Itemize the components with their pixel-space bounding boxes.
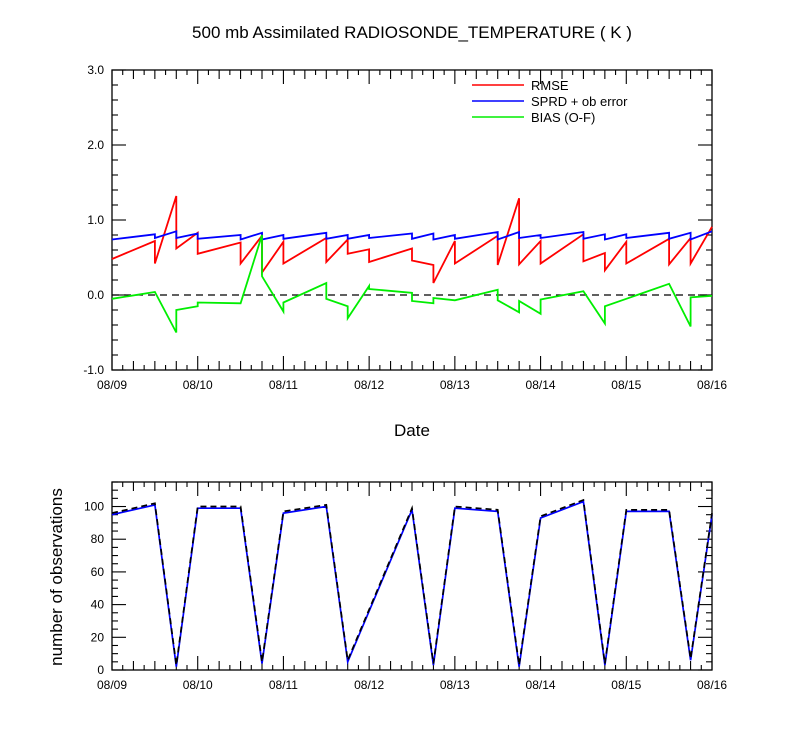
x-tick-label: 08/14 (526, 678, 556, 692)
x-tick-label: 08/12 (354, 378, 384, 392)
series-line-rmse (111, 195, 713, 284)
x-tick-label: 08/14 (526, 378, 556, 392)
y-tick-label: 0 (97, 663, 104, 677)
y-tick-label: -1.0 (83, 363, 104, 377)
x-axis-title: Date (394, 421, 430, 440)
y-tick-label: 80 (91, 532, 105, 546)
x-tick-label: 08/15 (611, 678, 641, 692)
series-line-possible (111, 498, 713, 666)
legend-item-rmse: RMSE (472, 78, 569, 93)
legend-label-bias: BIAS (O-F) (531, 110, 595, 125)
legend-item-bias: BIAS (O-F) (472, 110, 595, 125)
chart-title: 500 mb Assimilated RADIOSONDE_TEMPERATUR… (192, 23, 632, 42)
x-tick-label: 08/11 (269, 378, 298, 392)
rmse-chart: 500 mb Assimilated RADIOSONDE_TEMPERATUR… (83, 23, 727, 440)
x-tick-label: 08/16 (697, 378, 727, 392)
y-tick-label: 40 (91, 598, 105, 612)
x-tick-label: 08/13 (440, 678, 470, 692)
series-line-spread (111, 230, 713, 241)
y-tick-label: 1.0 (87, 213, 104, 227)
series-line-bias (111, 234, 713, 333)
legend-label-spread: SPRD + ob error (531, 94, 628, 109)
plot-frame (111, 69, 713, 371)
x-tick-label: 08/11 (269, 678, 298, 692)
x-tick-label: 08/09 (97, 378, 127, 392)
x-tick-label: 08/09 (97, 678, 127, 692)
y-axis-title: number of observations (47, 488, 66, 666)
x-tick-label: 08/16 (697, 678, 727, 692)
y-tick-label: 2.0 (87, 138, 104, 152)
x-tick-label: 08/13 (440, 378, 470, 392)
x-tick-label: 08/15 (611, 378, 641, 392)
bottom-chart-plot: 08/09 08/10 08/11 08/12 08/13 08/14 08/15 08/16… (84, 481, 727, 692)
x-tick-label: 08/10 (183, 678, 213, 692)
y-tick-label: 3.0 (87, 63, 104, 77)
y-tick-label: 100 (84, 500, 104, 514)
x-tick-label: 08/10 (183, 378, 213, 392)
observation-count-chart: 08/09 08/10 08/11 08/12 08/13 08/14 08/15 08/16… (47, 481, 727, 692)
top-chart-plot: 08/09 08/10 08/11 08/12 08/13 08/14 08/15 08/16… (83, 63, 727, 392)
legend-item-spread: SPRD + ob error (472, 94, 628, 109)
series-line-used (111, 500, 713, 667)
y-tick-label: 60 (91, 565, 105, 579)
y-tick-label: 0.0 (87, 288, 104, 302)
y-tick-label: 20 (91, 630, 105, 644)
legend-label-rmse: RMSE (531, 78, 569, 93)
legend: RMSE SPRD + ob error BIAS (O-F) (472, 78, 628, 125)
x-tick-label: 08/12 (354, 678, 384, 692)
